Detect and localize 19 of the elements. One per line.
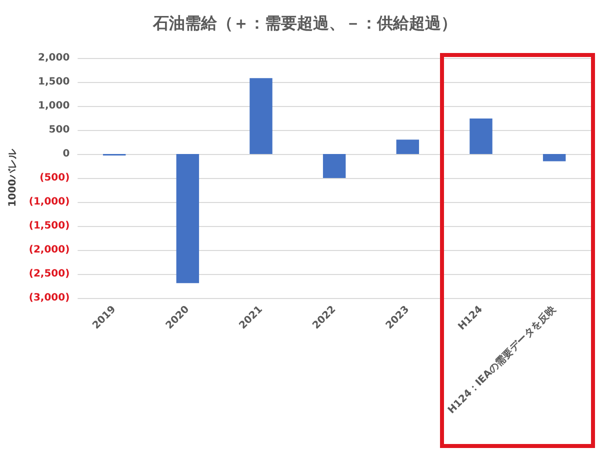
y-tick-label: (2,000): [28, 244, 70, 256]
bar: [250, 78, 272, 154]
y-tick-label: (1,500): [28, 220, 70, 232]
y-tick-label: (3,000): [28, 292, 70, 304]
bar: [542, 154, 566, 162]
y-tick-label: 1,000: [38, 100, 70, 112]
bar: [322, 154, 346, 178]
y-tick-label: 2,000: [38, 52, 70, 64]
y-tick-label: (500): [40, 172, 70, 184]
y-tick-label: 500: [48, 124, 70, 136]
bar: [470, 118, 492, 154]
bar: [396, 140, 420, 154]
y-tick-label: (2,500): [28, 268, 70, 280]
bar: [176, 154, 200, 284]
y-tick-label: (1,000): [28, 196, 70, 208]
y-axis-title: 1000バレル: [8, 148, 18, 207]
y-tick-label: 1,500: [38, 76, 70, 88]
chart-title: 石油需給（＋：需要超過、－：供給超過）: [152, 14, 457, 32]
y-tick-label: 0: [62, 148, 70, 160]
